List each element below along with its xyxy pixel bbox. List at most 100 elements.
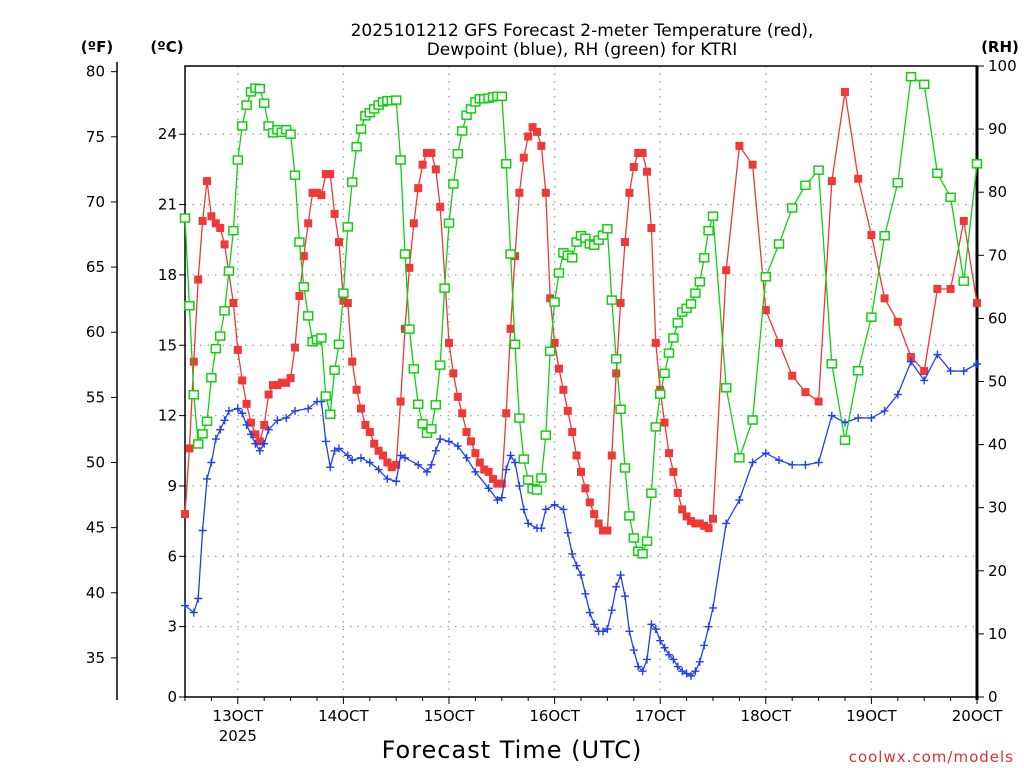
rh-point <box>395 155 406 165</box>
rh-tick-label: 100 <box>988 57 1017 75</box>
rh-point <box>866 312 877 322</box>
dewpoint-point <box>581 589 590 598</box>
temperature-point <box>277 378 286 387</box>
dewpoint-point <box>445 437 453 446</box>
rh-point <box>338 288 349 298</box>
dewpoint-point <box>335 444 343 453</box>
dewpoint-point <box>427 460 436 469</box>
temperature-point <box>502 409 511 418</box>
rh-point <box>659 368 670 379</box>
x-tick-label: 15OCT <box>424 707 475 725</box>
dewpoint-point <box>612 582 621 591</box>
dewpoint-point <box>365 458 374 467</box>
dewpoint-point <box>638 667 647 676</box>
rh-point <box>456 126 468 136</box>
rh-point <box>540 430 552 440</box>
dewpoint-point <box>563 528 572 537</box>
temperature-point <box>313 188 321 197</box>
dewpoint-point <box>735 496 744 505</box>
temperature-point <box>436 202 445 211</box>
dewpoint-point <box>704 622 713 631</box>
temperature-point <box>365 428 374 437</box>
temperature-point <box>827 177 836 186</box>
dewpoint-point <box>330 446 339 455</box>
temperature-point <box>343 299 352 308</box>
credit-link[interactable]: coolwx.com/models <box>849 748 1014 766</box>
dewpoint-point <box>625 627 634 636</box>
rh-point <box>760 272 772 282</box>
rh-point <box>672 318 684 328</box>
rh-point <box>179 213 191 223</box>
dewpoint-point <box>181 601 189 610</box>
temperature-point <box>563 406 572 415</box>
temperature-point <box>489 474 497 483</box>
temperature-point <box>317 191 326 200</box>
temperature-point <box>841 87 849 96</box>
dewpoint-point <box>691 667 700 676</box>
dewpoint-point <box>621 592 629 601</box>
temperature-point <box>533 127 541 136</box>
temperature-point <box>291 343 299 352</box>
temperature-point <box>484 467 493 476</box>
x-tick-label: 19OCT <box>846 707 897 725</box>
temperature-point <box>651 338 660 347</box>
dewpoint-point <box>682 669 691 678</box>
dewpoint-point <box>651 624 660 633</box>
temperature-point <box>559 385 568 394</box>
dewpoint-point <box>462 453 471 462</box>
rh-tick-label: 30 <box>988 499 1007 517</box>
rh-point <box>426 424 437 434</box>
dewpoint-point <box>687 671 695 680</box>
rh-point <box>214 331 226 341</box>
rh-point <box>734 453 745 463</box>
temperature-point <box>629 163 638 172</box>
rh-unit-label: (RH) <box>981 38 1019 56</box>
temperature-point <box>625 188 634 197</box>
temperature-point <box>449 369 458 378</box>
rh-point <box>773 239 785 249</box>
temperature-point <box>326 170 335 179</box>
rh-point <box>329 365 340 375</box>
dewpoint-point <box>524 519 533 528</box>
celsius-tick-label: 18 <box>158 266 177 284</box>
dewpoint-point <box>189 608 198 617</box>
dewpoint-point <box>814 458 823 467</box>
temperature-point <box>392 460 401 469</box>
dewpoint-point <box>264 425 273 434</box>
fahrenheit-tick-label: 80 <box>86 63 105 81</box>
temperature-point <box>445 338 453 347</box>
dewpoint-point <box>211 435 220 444</box>
rh-point <box>514 413 525 423</box>
rh-point <box>232 155 244 165</box>
dewpoint-point <box>880 406 889 415</box>
rh-point <box>228 225 239 236</box>
rh-tick-label: 40 <box>988 436 1007 454</box>
temperature-point <box>251 430 260 439</box>
rh-point <box>786 203 798 213</box>
dewpoint-point <box>357 453 365 462</box>
rh-point <box>641 536 653 546</box>
rh-point <box>430 400 442 410</box>
temperature-point <box>431 165 440 174</box>
dewpoint-point <box>959 367 968 376</box>
dewpoint-point <box>541 505 550 514</box>
temperature-point <box>387 463 396 472</box>
rh-point <box>813 165 824 175</box>
temperature-point <box>260 420 269 429</box>
temperature-point <box>621 238 629 247</box>
rh-point <box>500 159 512 169</box>
rh-tick-label: 50 <box>988 373 1007 391</box>
temperature-point <box>519 153 528 162</box>
dewpoint-point <box>273 416 282 425</box>
fahrenheit-tick-label: 35 <box>86 649 105 667</box>
dewpoint-point <box>801 460 810 469</box>
rh-point <box>518 454 530 464</box>
fahrenheit-tick-label: 75 <box>86 128 105 146</box>
x-tick-label: 17OCT <box>635 707 686 725</box>
rh-tick-label: 10 <box>988 625 1007 643</box>
temperature-point <box>348 357 357 366</box>
temperature-point <box>973 299 981 308</box>
temperature-point <box>458 409 467 418</box>
temperature-point <box>405 263 414 272</box>
